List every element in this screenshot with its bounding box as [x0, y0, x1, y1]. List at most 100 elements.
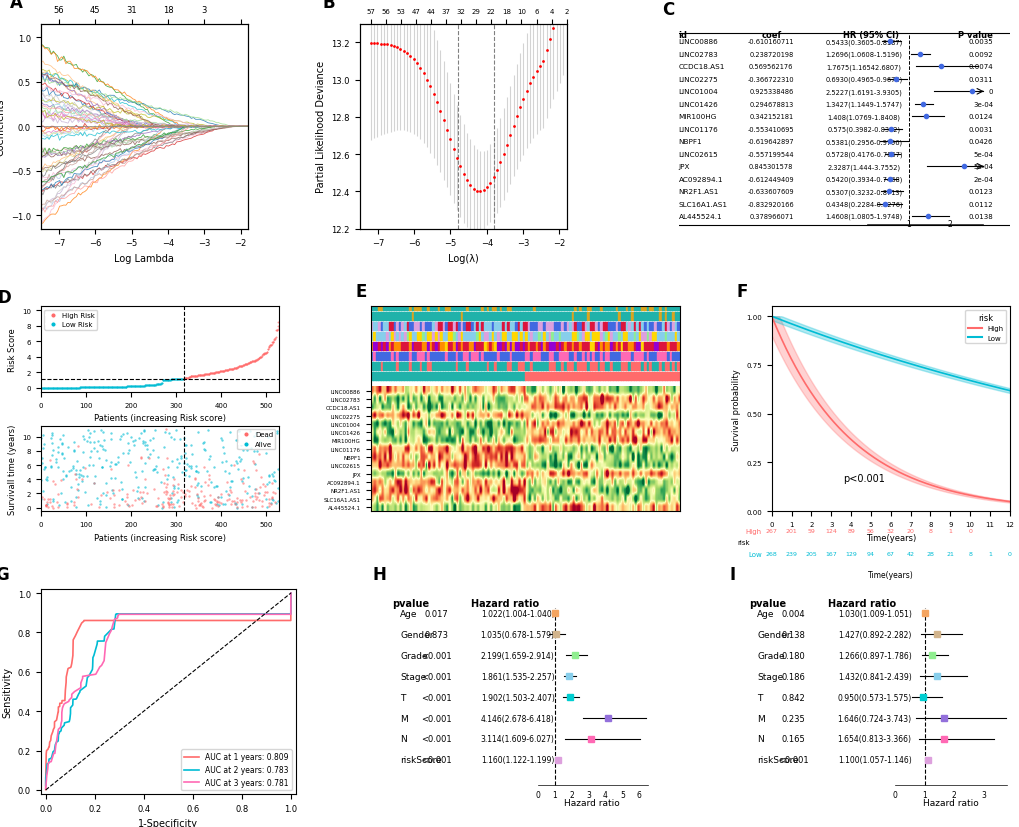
Y-axis label: Survival probability: Survival probability: [731, 369, 740, 450]
Point: [176, 488, 193, 501]
Point: [198, 368, 214, 381]
Point: [229, 361, 246, 374]
Point: [233, 438, 250, 452]
Point: [37, 382, 53, 395]
Point: [189, 465, 205, 478]
Point: [202, 367, 218, 380]
Point: [94, 461, 110, 474]
Point: [223, 475, 239, 488]
Point: [215, 365, 231, 378]
Point: [161, 499, 177, 512]
Point: [98, 381, 114, 394]
Point: [63, 381, 79, 394]
Point: [206, 366, 222, 380]
Point: [93, 381, 109, 394]
Point: [176, 372, 193, 385]
Point: [66, 445, 83, 458]
Point: [221, 363, 237, 376]
Point: [244, 501, 260, 514]
Point: [106, 501, 122, 514]
Point: [82, 381, 98, 394]
Point: [38, 499, 54, 512]
Point: [110, 380, 126, 394]
Point: [122, 380, 139, 394]
Point: [187, 370, 204, 383]
Point: [133, 380, 150, 393]
Point: [93, 489, 109, 502]
Point: [196, 368, 212, 381]
Point: [123, 380, 140, 394]
Text: -0.553410695: -0.553410695: [747, 127, 794, 132]
Point: [63, 495, 79, 508]
Point: [84, 381, 100, 394]
Point: [148, 379, 164, 392]
Point: [263, 498, 279, 511]
Text: 5e-04: 5e-04: [972, 151, 993, 158]
Point: [48, 452, 64, 466]
Point: [87, 381, 103, 394]
Text: riskScore: riskScore: [756, 756, 798, 764]
Point: [266, 333, 282, 347]
Point: [102, 381, 118, 394]
Point: [234, 472, 251, 485]
Point: [161, 427, 177, 440]
Text: N: N: [756, 734, 763, 743]
Point: [175, 373, 192, 386]
Point: [106, 499, 122, 512]
Point: [204, 367, 220, 380]
Point: [95, 486, 111, 500]
Point: [145, 379, 161, 392]
Text: M: M: [756, 714, 764, 723]
Y-axis label: Sensitivity: Sensitivity: [2, 667, 12, 717]
Point: [252, 481, 268, 495]
Point: [213, 497, 229, 510]
Point: [178, 484, 195, 497]
Point: [172, 373, 189, 386]
Point: [155, 374, 171, 387]
Point: [48, 456, 64, 469]
Point: [40, 382, 56, 395]
Point: [166, 488, 182, 501]
Point: [66, 496, 83, 509]
Text: 2.199(1.659-2.914): 2.199(1.659-2.914): [480, 651, 554, 660]
Point: [216, 364, 232, 377]
Text: 0.4348(0.2284-0.8276): 0.4348(0.2284-0.8276): [824, 201, 902, 208]
Point: [84, 444, 100, 457]
Point: [138, 480, 154, 494]
Text: HR (95% CI): HR (95% CI): [842, 31, 898, 40]
Point: [92, 498, 108, 511]
Point: [261, 497, 277, 510]
Point: [56, 381, 72, 394]
Point: [73, 381, 90, 394]
AUC at 1 years: 0.809: (0.000515, 0.0789): 0.809: (0.000515, 0.0789): [40, 769, 52, 779]
Point: [37, 382, 53, 395]
Point: [268, 324, 284, 337]
Point: [226, 498, 243, 511]
Point: [58, 381, 74, 394]
Point: [57, 381, 73, 394]
Point: [126, 380, 143, 394]
Point: [67, 490, 84, 504]
Point: [216, 365, 232, 378]
Point: [60, 465, 76, 478]
Text: Stage: Stage: [399, 672, 426, 681]
Text: <0.001: <0.001: [420, 693, 451, 702]
Point: [239, 357, 256, 370]
Point: [70, 381, 87, 394]
Point: [165, 489, 181, 502]
Text: 67: 67: [886, 552, 894, 557]
Text: 0.5307(0.3232-0.8713): 0.5307(0.3232-0.8713): [824, 189, 902, 195]
Text: -0.619642897: -0.619642897: [747, 139, 794, 145]
Point: [76, 381, 93, 394]
Point: [133, 497, 150, 510]
Point: [164, 500, 180, 514]
Text: 1.022(1.004-1.040): 1.022(1.004-1.040): [480, 609, 554, 618]
Point: [36, 437, 52, 451]
Point: [247, 458, 263, 471]
Point: [203, 367, 219, 380]
Point: [243, 442, 259, 456]
Point: [209, 366, 225, 379]
Point: [113, 380, 129, 394]
Point: [246, 445, 262, 458]
Point: [89, 445, 105, 458]
